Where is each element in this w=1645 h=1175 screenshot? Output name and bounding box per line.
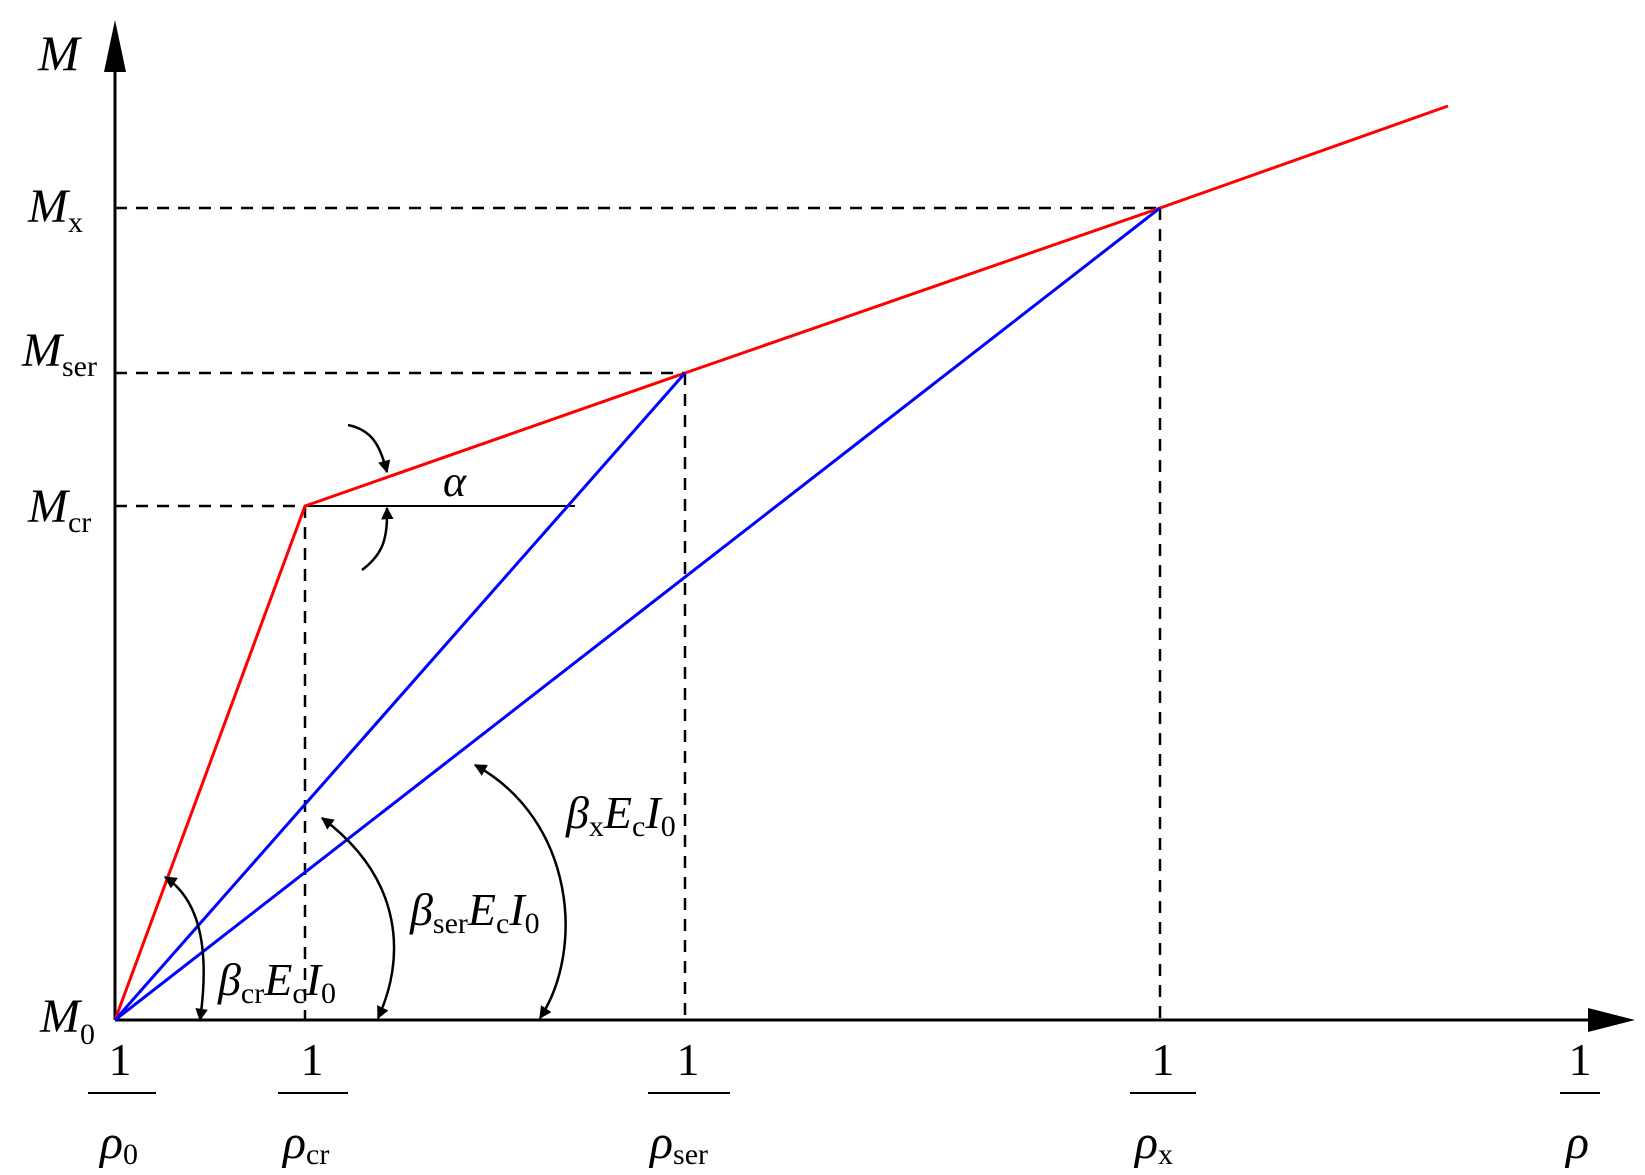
svg-text:1: 1 [1152, 1034, 1175, 1085]
arrow-beta-x [473, 763, 567, 1020]
alpha-label: α [443, 457, 467, 506]
svg-text:ρser: ρser [648, 1116, 708, 1171]
y-tick-m0: M0 [39, 990, 95, 1051]
moment-curvature-curve [113, 104, 1449, 1021]
svg-text:βxEcI0: βxEcI0 [565, 787, 676, 843]
svg-text:βserEcI0: βserEcI0 [409, 884, 540, 940]
svg-text:Mcr: Mcr [27, 480, 91, 539]
secant-line-ser [113, 372, 687, 1021]
svg-text:1: 1 [1569, 1034, 1592, 1085]
x-tick-rhox: 1 ρx [1130, 1034, 1196, 1171]
svg-text:M0: M0 [39, 990, 95, 1051]
arrow-beta-cr [163, 875, 208, 1022]
y-tick-mser: Mser [21, 324, 97, 383]
svg-text:Mx: Mx [27, 180, 83, 239]
y-tick-mcr: Mcr [27, 480, 91, 539]
y-tick-mx: Mx [27, 180, 83, 239]
svg-text:1: 1 [301, 1034, 324, 1085]
svg-text:ρcr: ρcr [281, 1116, 329, 1171]
arrow-alpha-top [347, 423, 391, 474]
svg-text:1: 1 [677, 1034, 700, 1085]
beta-cr-label: βcrEcI0 [217, 954, 336, 1010]
svg-text:βcrEcI0: βcrEcI0 [217, 954, 336, 1010]
arrow-alpha-bottom [361, 506, 394, 571]
svg-text:ρ: ρ [1564, 1116, 1589, 1169]
svg-text:ρ0: ρ0 [98, 1116, 138, 1171]
y-axis-arrowhead [104, 20, 126, 72]
x-axis-label: 1 ρ [1560, 1034, 1600, 1169]
beta-x-label: βxEcI0 [565, 787, 676, 843]
angle-arrows [163, 423, 567, 1022]
arrow-beta-ser [320, 816, 396, 1020]
x-tick-rhocr: 1 ρcr [278, 1034, 348, 1171]
svg-text:1: 1 [109, 1034, 132, 1085]
dashed-guides [115, 206, 1162, 1020]
x-tick-rhoser: 1 ρser [648, 1034, 730, 1171]
beta-ser-label: βserEcI0 [409, 884, 540, 940]
x-axis-arrowhead [1588, 1008, 1635, 1032]
secant-line-x [114, 206, 1161, 1022]
y-axis-label: M [37, 25, 82, 81]
svg-text:Mser: Mser [21, 324, 97, 383]
svg-text:ρx: ρx [1133, 1116, 1173, 1171]
x-tick-rho0: 1 ρ0 [88, 1034, 156, 1171]
